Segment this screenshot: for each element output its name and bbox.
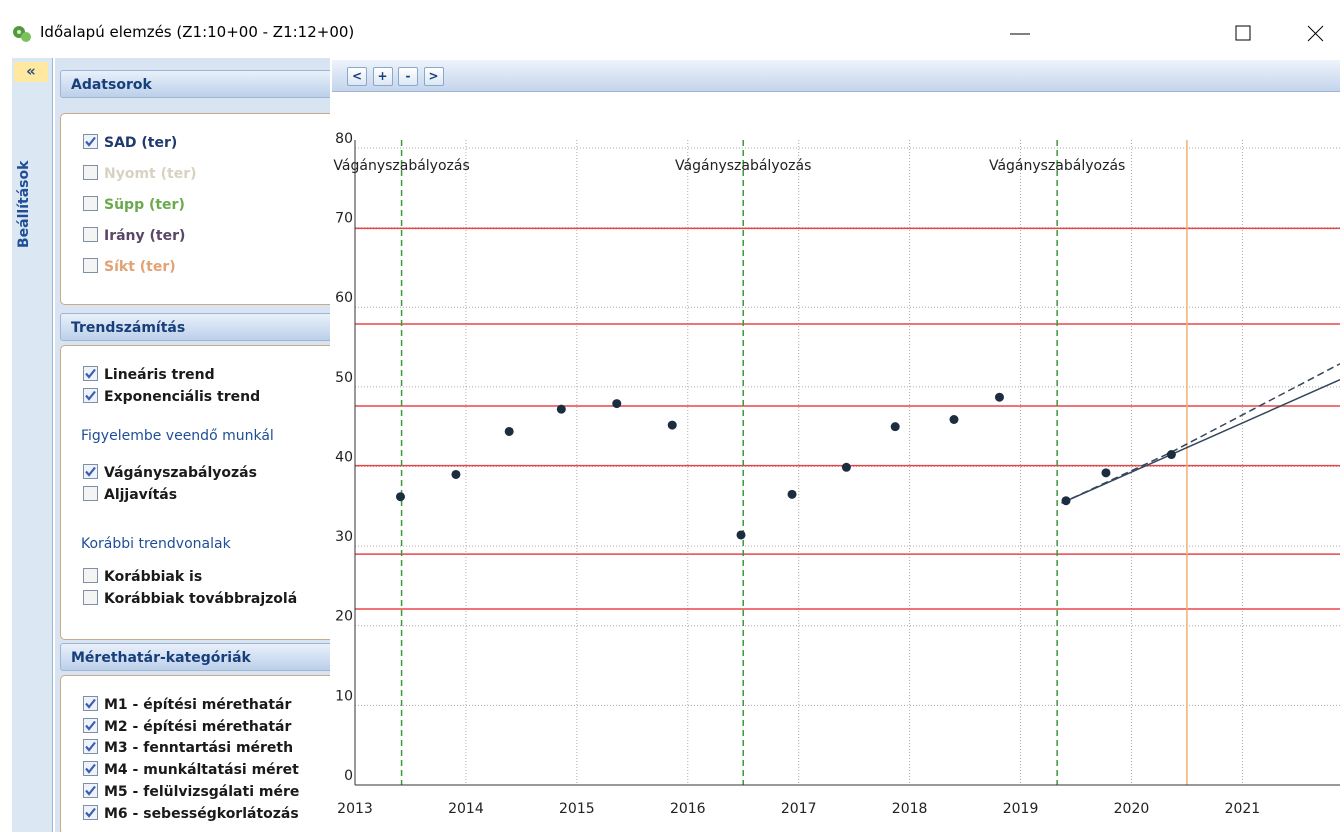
checkbox[interactable] [83,227,98,242]
checkbox-item[interactable]: Síkt (ter) [83,258,176,278]
checkbox-item[interactable]: Nyomt (ter) [83,165,197,185]
checkbox-label: Süpp (ter) [104,197,185,213]
title-bar: Időalapú elemzés (Z1:10+00 - Z1:12+00) [0,0,1340,58]
checkbox-label: Korábbiak továbbrajzolá [104,591,298,607]
settings-tab[interactable]: Beállítások [16,160,32,248]
checkbox-label: M5 - felülvizsgálati mére [104,783,300,800]
checkbox-frame [83,196,98,211]
checkbox[interactable] [83,568,98,583]
checkbox[interactable] [83,761,98,777]
group-heading: Korábbi trendvonalak [81,536,231,552]
checkbox-label: M6 - sebességkorlátozás [104,805,299,822]
minimize-button[interactable] [1005,18,1035,48]
checkbox-frame [83,568,98,583]
checkbox[interactable] [83,590,98,605]
toolbar-button[interactable]: < [347,67,367,86]
checkbox-item[interactable]: Aljjavítás [83,486,177,506]
close-button[interactable] [1300,18,1330,48]
checkbox-frame [83,227,98,242]
checkbox-item[interactable]: Korábbiak továbbrajzolá [83,590,297,610]
checkmark [85,742,96,753]
checkbox-label: Exponenciális trend [104,389,261,405]
panel-header[interactable]: Trendszámítás [60,313,330,341]
checkbox-label: M1 - építési mérethatár [104,697,292,713]
checkmark [85,136,96,147]
checkmark [85,720,96,731]
checkbox-item[interactable]: Exponenciális trend [83,388,260,408]
checkbox-item[interactable]: Irány (ter) [83,227,185,247]
checkbox[interactable] [83,804,98,820]
checkmark [85,466,96,477]
checkbox-label: Síkt (ter) [104,259,176,275]
checkbox-item[interactable]: Lineáris trend [83,366,215,386]
panel-body: Lineáris trend Exponenciális trend Figyele… [60,345,330,640]
toolbar-button[interactable]: - [398,67,418,86]
checkbox[interactable] [83,717,98,733]
checkbox[interactable] [83,134,98,149]
chart-toolbar: < + - > [332,60,1340,92]
checkmark [85,807,96,818]
checkbox[interactable] [83,486,98,501]
collapse-button[interactable]: « [14,62,48,82]
checkbox-frame [83,590,98,605]
checkbox-label: Korábbiak is [104,569,203,585]
checkbox[interactable] [83,165,98,180]
plot-area [330,58,1340,832]
toolbar-button[interactable]: > [423,67,444,86]
checkbox-label: Aljjavítás [104,487,178,503]
checkmark [85,390,96,401]
settings-sidebar: « Beállítások [12,58,53,832]
maximize-button[interactable] [1228,18,1258,48]
checkbox-label: SAD (ter) [104,135,178,151]
checkbox-item[interactable]: Vágányszabályozás [83,464,257,484]
checkmark [85,698,96,709]
panel-body: SAD (ter) Nyomt (ter) Süpp (ter) Irány (ter… [60,113,330,305]
checkbox-label: Irány (ter) [104,228,186,244]
checkbox-label: M3 - fenntartási méreth [104,740,294,757]
checkbox-label: M2 - építési mérethatár [104,718,292,735]
panel-header[interactable]: Mérethatár-kategóriák [60,643,330,671]
checkbox-item[interactable]: M1 - építési mérethatár [83,696,291,716]
checkbox-item[interactable]: M4 - munkáltatási méret [83,761,299,781]
checkbox-label: Vágányszabályozás [104,465,257,481]
checkbox-item[interactable]: SAD (ter) [83,134,177,154]
group-heading: Figyelembe veendő munkál [81,428,274,444]
app-icon [13,26,31,42]
checkbox[interactable] [83,196,98,211]
checkbox-item[interactable]: Korábbiak is [83,568,202,588]
panel-header[interactable]: Adatsorok [60,70,330,98]
checkbox-frame [83,486,98,501]
checkbox-label: M4 - munkáltatási méret [104,762,299,779]
checkmark [85,368,96,379]
settings-panel: Adatsorok SAD (ter) Nyomt (ter) Süpp (ter) I… [55,58,330,832]
checkbox-item[interactable]: M5 - felülvizsgálati mére [83,782,300,803]
checkmark [85,785,96,796]
checkbox-frame [83,258,98,273]
checkbox-label: Lineáris trend [104,367,215,383]
checkmark [85,763,96,774]
checkbox[interactable] [83,696,98,711]
toolbar-button[interactable]: + [372,67,393,86]
checkbox-item[interactable]: M2 - építési mérethatár [83,717,292,738]
checkbox-frame [83,165,98,180]
window-title: Időalapú elemzés (Z1:10+00 - Z1:12+00) [40,23,355,41]
checkbox[interactable] [83,739,98,755]
checkbox[interactable] [83,782,98,798]
checkbox[interactable] [83,258,98,273]
checkbox-label: Nyomt (ter) [104,166,197,182]
checkbox-item[interactable]: M6 - sebességkorlátozás [83,804,299,825]
checkbox-item[interactable]: Süpp (ter) [83,196,185,216]
panel-body: M1 - építési mérethatár M2 - építési mére… [60,675,330,832]
checkbox[interactable] [83,464,98,479]
checkbox[interactable] [83,366,98,381]
checkbox-item[interactable]: M3 - fenntartási méreth [83,739,293,759]
checkbox[interactable] [83,388,98,403]
